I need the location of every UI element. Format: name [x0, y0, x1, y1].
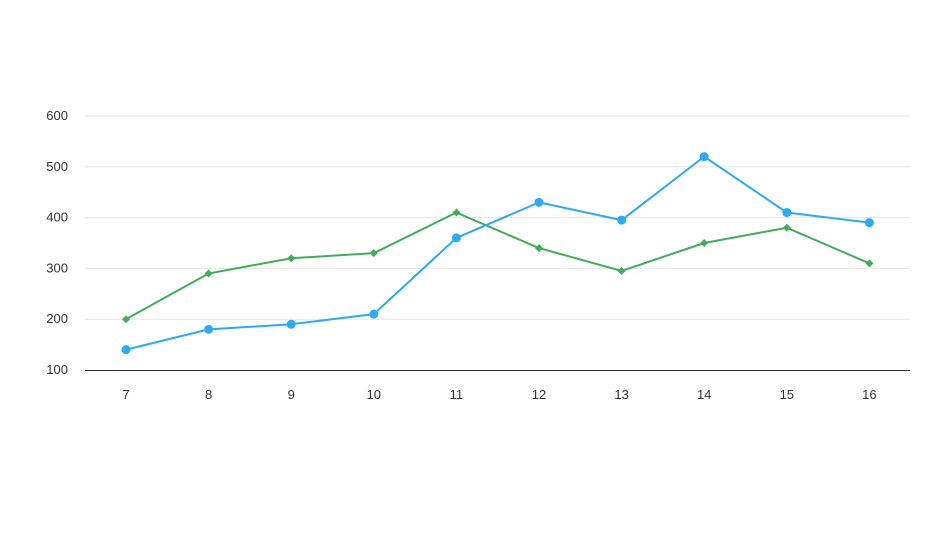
y-tick-label: 600: [46, 108, 68, 123]
data-point[interactable]: [700, 239, 709, 247]
x-tick-label: 13: [614, 387, 628, 402]
data-point[interactable]: [617, 215, 627, 225]
data-point[interactable]: [535, 244, 543, 253]
gridlines: [85, 115, 910, 320]
data-point[interactable]: [782, 208, 792, 218]
x-tick-label: 8: [205, 387, 212, 402]
y-tick-label: 400: [46, 210, 68, 225]
y-tick-label: 300: [46, 260, 68, 275]
y-tick-label: 200: [46, 311, 68, 326]
series-line: [125, 211, 870, 321]
series-2: [122, 208, 874, 324]
x-tick-label: 12: [532, 387, 546, 402]
data-point[interactable]: [452, 208, 461, 217]
axes: 100 200 300 400 500 600 7 8 9 10 11 12 13 14 15 16: [46, 108, 910, 402]
data-point[interactable]: [617, 266, 626, 275]
x-tick-label: 9: [288, 387, 295, 402]
data-point[interactable]: [865, 259, 874, 268]
data-point[interactable]: [204, 269, 213, 278]
data-point[interactable]: [534, 197, 544, 207]
data-point[interactable]: [286, 319, 296, 329]
data-point[interactable]: [782, 223, 791, 232]
series-group: [121, 152, 874, 355]
series-1: [121, 152, 874, 355]
data-point[interactable]: [369, 309, 379, 319]
data-point[interactable]: [369, 249, 378, 258]
series-line: [125, 155, 870, 351]
x-tick-label: 15: [780, 387, 794, 402]
data-point[interactable]: [451, 233, 461, 243]
data-point[interactable]: [122, 315, 130, 324]
data-point[interactable]: [864, 218, 874, 228]
y-tick-label: 500: [46, 159, 68, 174]
x-tick-label: 11: [450, 387, 464, 402]
data-point[interactable]: [204, 324, 214, 334]
x-tick-label: 16: [862, 387, 876, 402]
data-point[interactable]: [287, 254, 296, 263]
data-point[interactable]: [121, 345, 131, 355]
x-tick-label: 10: [367, 387, 381, 402]
y-tick-label: 100: [46, 362, 68, 377]
x-tick-label: 14: [697, 387, 711, 402]
data-point[interactable]: [699, 152, 709, 162]
x-tick-label: 7: [122, 387, 129, 402]
